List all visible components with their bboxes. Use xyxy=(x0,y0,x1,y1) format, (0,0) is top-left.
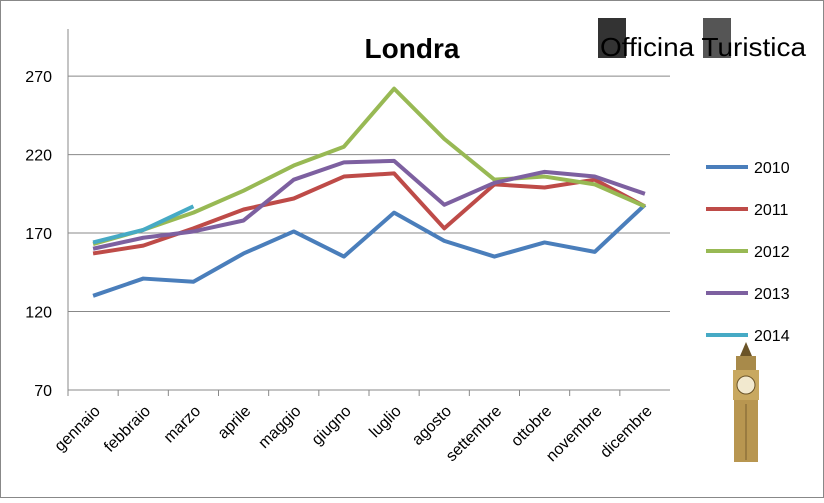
series-line xyxy=(92,158,646,251)
y-tick-label: 70 xyxy=(34,383,52,400)
logo-box xyxy=(598,18,626,58)
series-line xyxy=(92,204,195,245)
logo-box xyxy=(703,18,731,58)
y-tick-label: 220 xyxy=(25,148,52,165)
legend-label: 2014 xyxy=(754,328,790,345)
clock-face xyxy=(736,375,756,395)
tower-top xyxy=(736,356,756,370)
y-tick-label: 170 xyxy=(25,226,52,243)
legend-label: 2012 xyxy=(754,244,790,261)
tower-spire xyxy=(740,342,752,356)
legend-label: 2010 xyxy=(754,160,790,177)
logo-text: Officina Turistica xyxy=(600,32,807,62)
y-tick-label: 270 xyxy=(25,69,52,86)
y-tick-label: 120 xyxy=(25,305,52,322)
series-line xyxy=(92,203,647,298)
big-ben-icon xyxy=(733,342,759,462)
series-line xyxy=(92,86,646,246)
legend-label: 2013 xyxy=(754,286,790,303)
legend-label: 2011 xyxy=(754,202,789,219)
chart-title: Londra xyxy=(365,33,460,64)
logo: Officina Turistica xyxy=(598,18,807,62)
